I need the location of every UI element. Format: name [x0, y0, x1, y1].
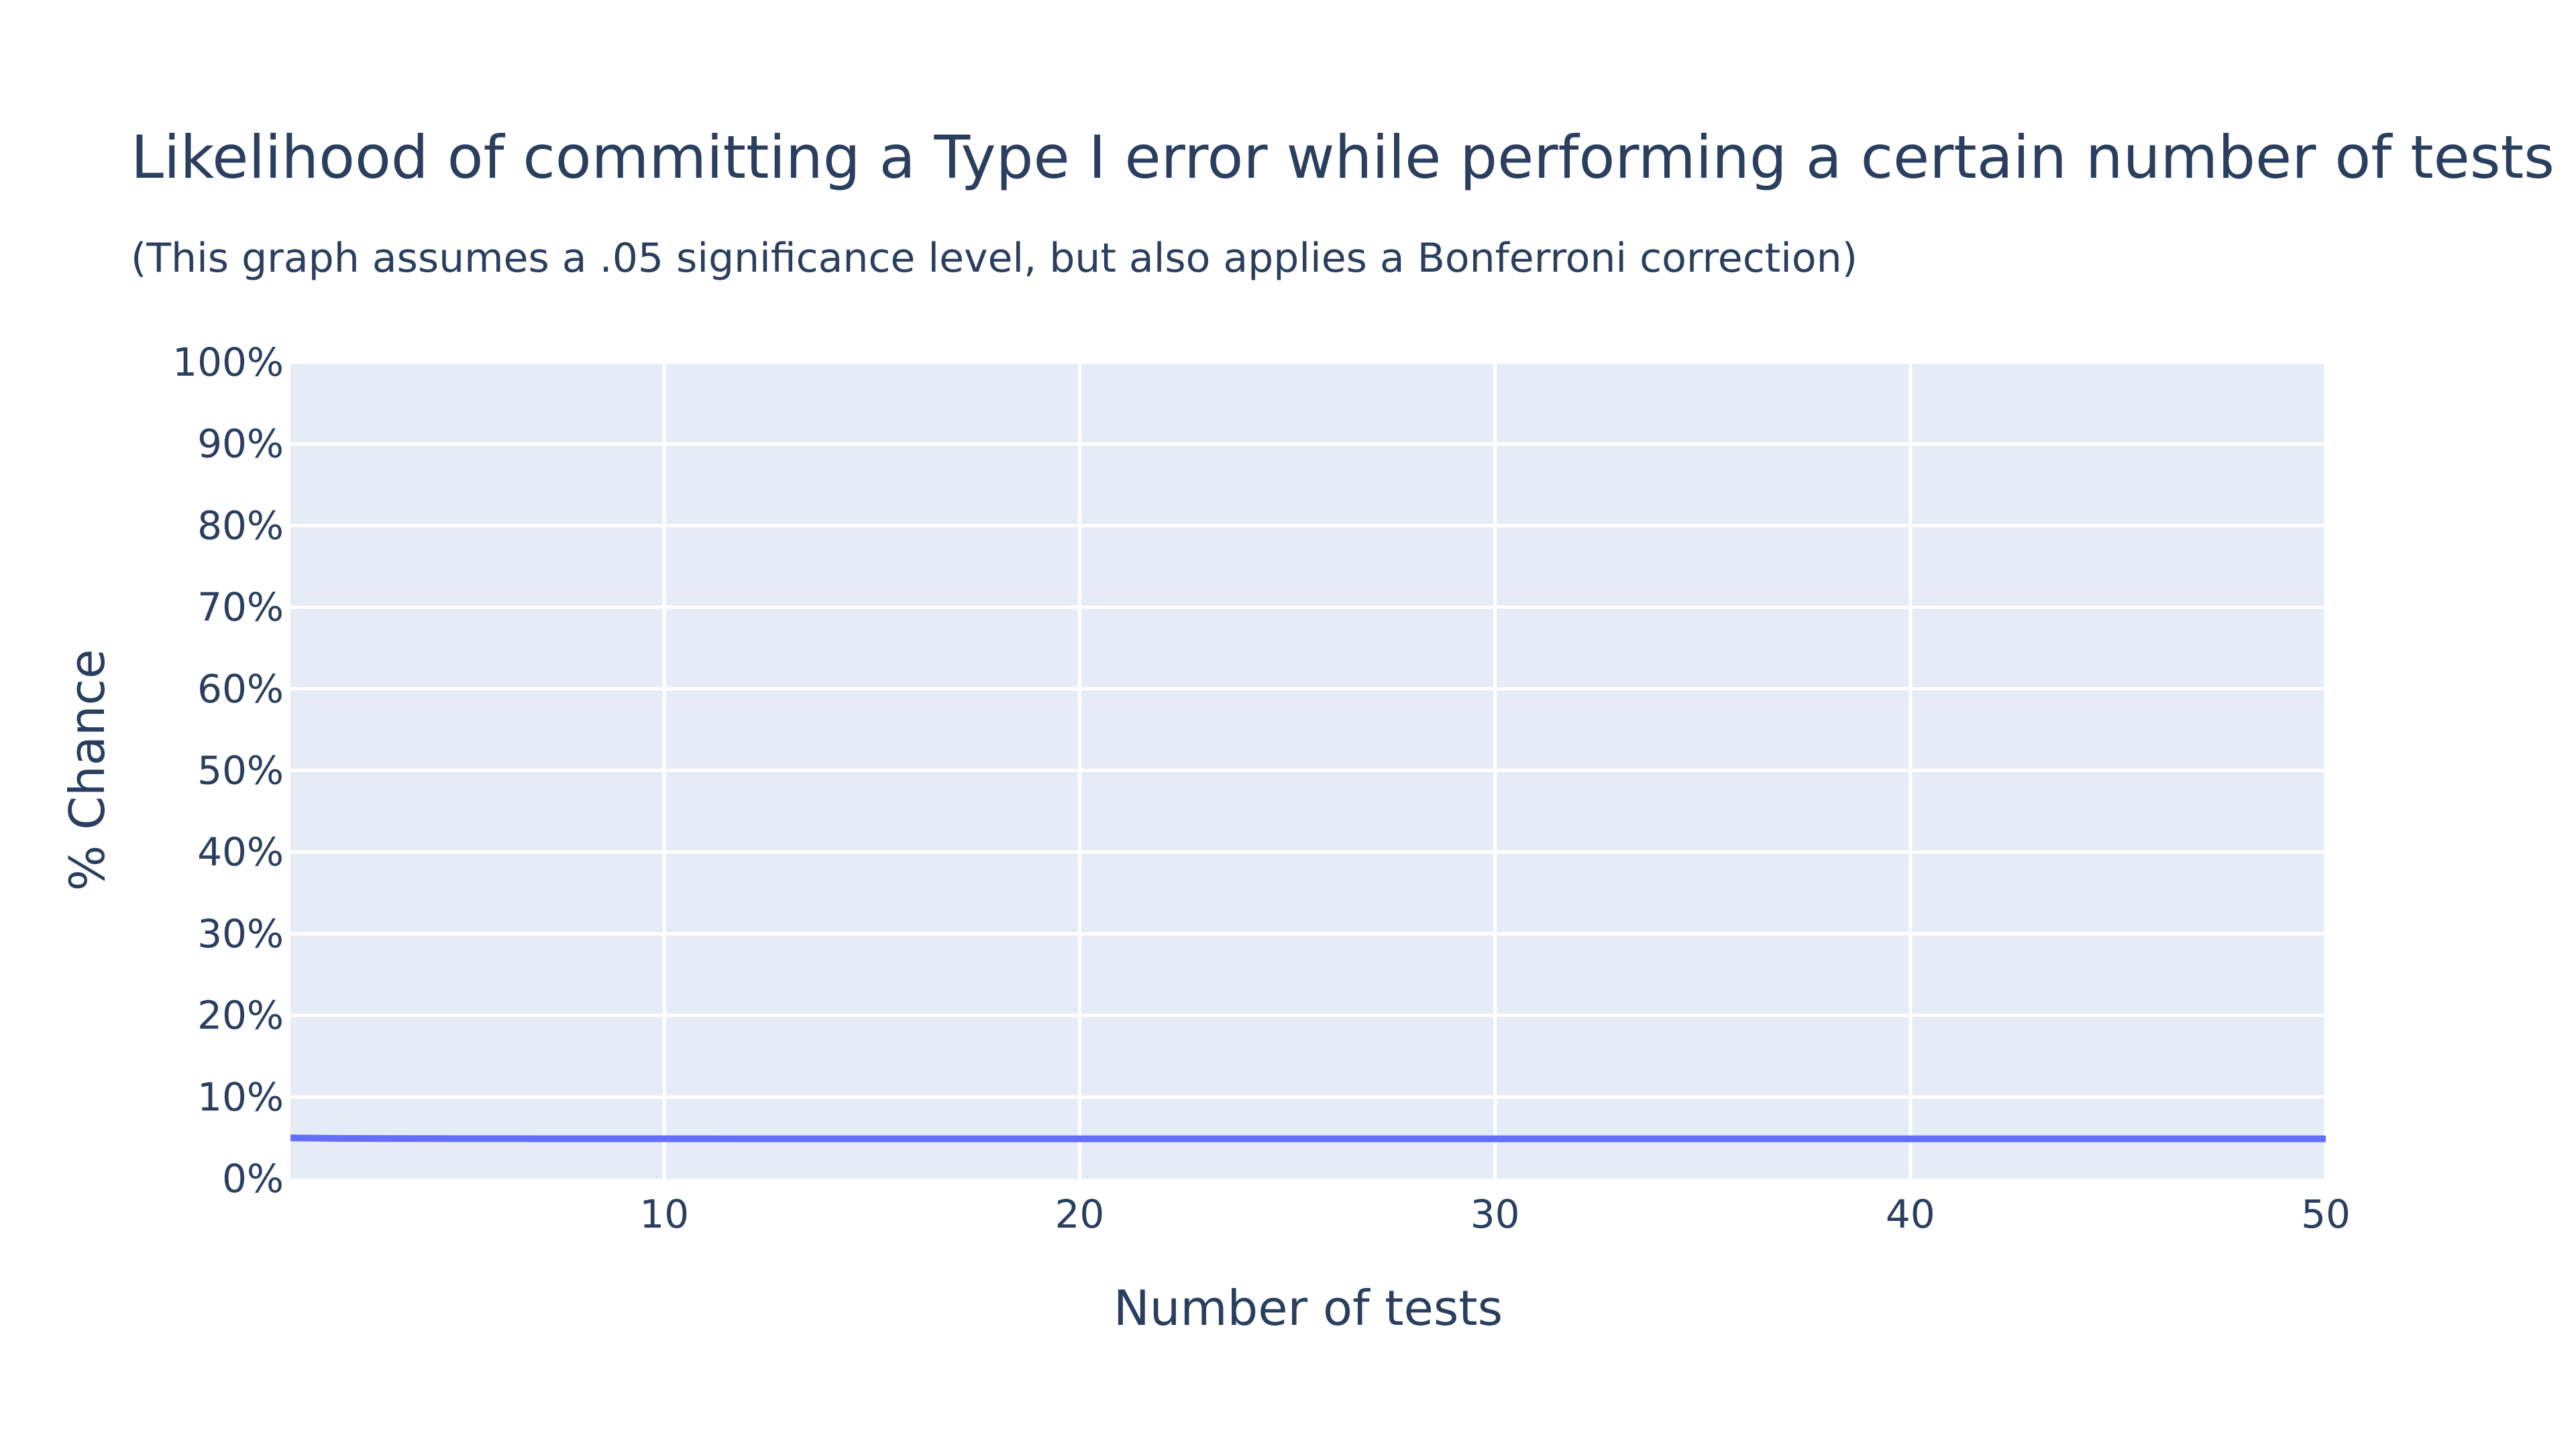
y-tick-label: 40% — [197, 829, 284, 875]
y-tick-label: 60% — [197, 666, 284, 712]
y-tick-label: 50% — [197, 748, 284, 794]
y-tick-label: 70% — [197, 584, 284, 630]
x-tick-label: 50 — [2301, 1191, 2351, 1237]
y-tick-labels: 0% 10% 20% 30% 40% 50% 60% 70% 80% 90% 100% — [172, 339, 284, 1201]
chart-title: Likelihood of committing a Type I error … — [131, 123, 2555, 192]
y-tick-label: 30% — [197, 911, 284, 957]
y-tick-label: 90% — [197, 421, 284, 467]
x-tick-label: 10 — [639, 1191, 689, 1237]
y-axis-title: % Chance — [59, 649, 115, 892]
y-tick-label: 100% — [172, 339, 284, 385]
y-tick-label: 20% — [197, 993, 284, 1038]
y-gridlines — [290, 360, 2326, 1099]
x-tick-labels: 10 20 30 40 50 — [639, 1191, 2351, 1237]
y-tick-label: 0% — [222, 1156, 284, 1201]
x-tick-label: 40 — [1886, 1191, 1935, 1237]
x-gridlines — [662, 362, 2328, 1179]
y-tick-label: 80% — [197, 502, 284, 548]
x-tick-label: 30 — [1470, 1191, 1520, 1237]
y-tick-label: 10% — [197, 1074, 284, 1120]
x-axis-title: Number of tests — [1114, 1280, 1503, 1336]
x-tick-label: 20 — [1055, 1191, 1105, 1237]
chart-subtitle: (This graph assumes a .05 significance l… — [131, 235, 1858, 282]
